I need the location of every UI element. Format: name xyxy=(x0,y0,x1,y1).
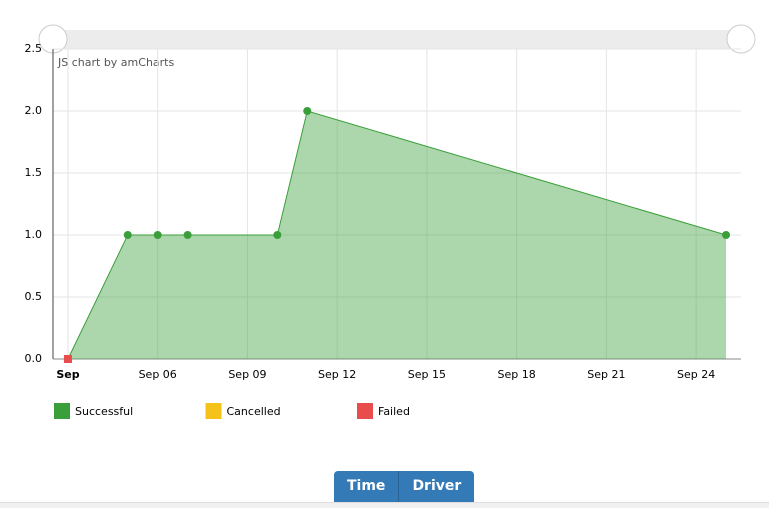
bullet xyxy=(123,231,132,239)
x-tick-label: Sep xyxy=(56,368,79,381)
bullet xyxy=(153,231,162,239)
bullet xyxy=(63,355,72,363)
scrollbar-grip[interactable] xyxy=(726,24,756,54)
area xyxy=(67,111,727,359)
y-tick-label: 2.0 xyxy=(25,104,43,117)
legend-label: Failed xyxy=(378,405,410,418)
legend-swatch[interactable] xyxy=(205,403,222,419)
y-tick-label: 0.0 xyxy=(25,352,43,365)
bullet xyxy=(273,231,282,239)
x-tick-label: Sep 24 xyxy=(677,368,715,381)
x-tick-label: Sep 09 xyxy=(228,368,266,381)
x-tick-label: Sep 15 xyxy=(408,368,446,381)
chart: JS chart by amCharts 0.0 0.5 1.0 1.5 2.0 2.5 S… xyxy=(25,24,756,419)
footer-bar xyxy=(0,502,769,508)
y-tick-label: 2.5 xyxy=(25,42,43,55)
x-tick-label: Sep 18 xyxy=(498,368,536,381)
bullet xyxy=(303,107,312,115)
y-tick-label: 1.0 xyxy=(25,228,43,241)
y-tick-label: 0.5 xyxy=(25,290,43,303)
bullet xyxy=(722,231,731,239)
legend-swatch[interactable] xyxy=(54,403,70,419)
y-tick-label: 1.5 xyxy=(25,166,43,179)
credit: JS chart by amCharts xyxy=(57,56,174,69)
x-tick-label: Sep 12 xyxy=(318,368,356,381)
driver-button[interactable]: Driver xyxy=(399,471,475,502)
time-button[interactable]: Time xyxy=(334,471,400,502)
legend-swatch[interactable] xyxy=(357,403,373,419)
bullet xyxy=(183,231,192,239)
legend-label: Successful xyxy=(75,405,133,418)
x-tick-label: Sep 21 xyxy=(587,368,625,381)
button-group: Time Driver xyxy=(334,471,475,502)
scrollbar[interactable] xyxy=(53,30,741,49)
legend-label: Cancelled xyxy=(227,405,281,418)
x-tick-label: Sep 06 xyxy=(139,368,177,381)
